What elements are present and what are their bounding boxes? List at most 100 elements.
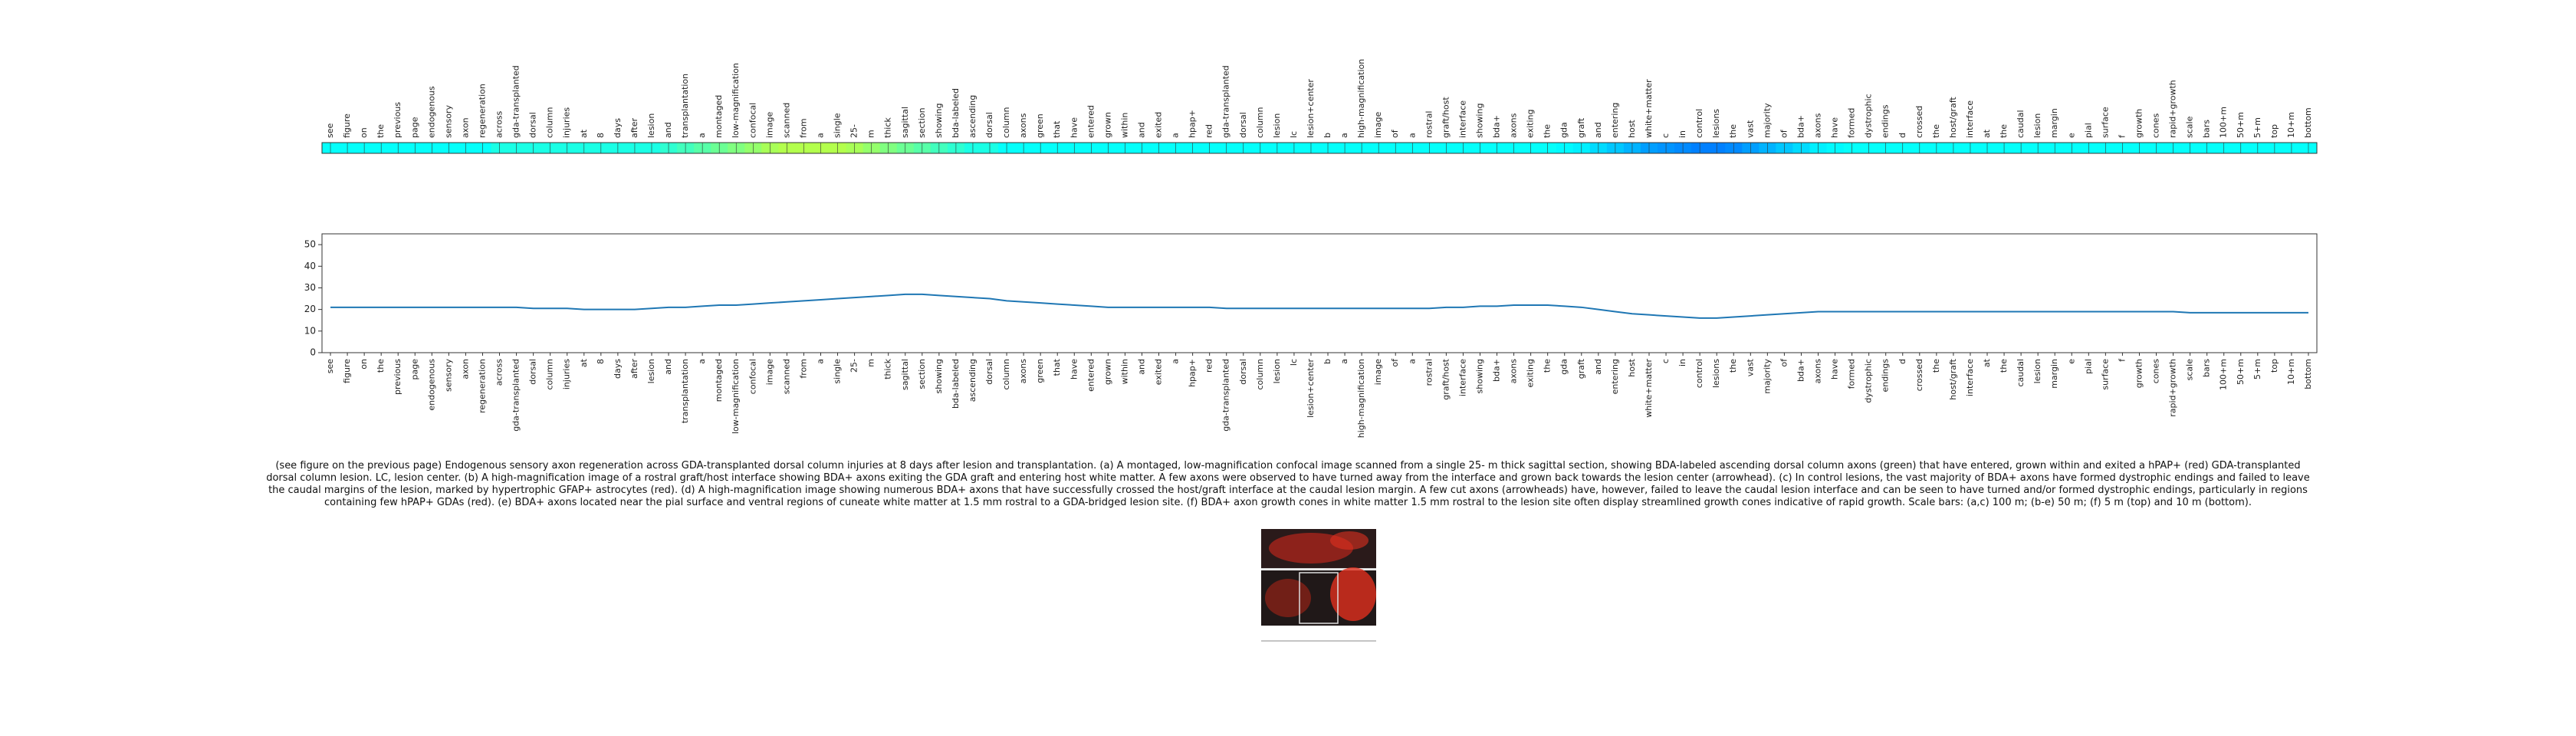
x-tick-label: image (1373, 359, 1383, 385)
x-tick-label: bars (2202, 359, 2212, 377)
x-tick-label: host/graft (1948, 358, 1958, 399)
figure-image (1261, 529, 1376, 642)
image-inset (1299, 572, 1339, 624)
x-tick-label: regeneration (477, 359, 487, 413)
token-label: high-magnification (1356, 59, 1366, 138)
x-tick-label: and (1136, 359, 1146, 375)
token-label: a (816, 133, 826, 138)
x-tick-label: sensory (443, 359, 453, 392)
token-label: 50+m (2236, 112, 2246, 138)
token-label: lesion (646, 113, 656, 138)
token-label: regeneration (477, 84, 487, 138)
token-label: control (1694, 109, 1704, 138)
x-tick-label: a (816, 359, 826, 364)
token-label: have (1830, 117, 1840, 138)
token-label: bda+ (1492, 115, 1502, 138)
x-tick-label: lc (1289, 359, 1299, 366)
x-tick-label: dorsal (1238, 359, 1248, 385)
token-label: after (629, 117, 639, 138)
x-tick-label: host (1627, 358, 1637, 376)
token-label: vast (1745, 120, 1755, 138)
x-tick-label: growth (2134, 359, 2144, 388)
x-tick-label: white+matter (1644, 359, 1654, 418)
x-tick-label: e (2066, 359, 2076, 364)
x-tick-label: and (1593, 359, 1603, 375)
token-label: bars (2202, 120, 2212, 138)
x-tick-label: a (1171, 359, 1181, 364)
x-tick-label: have (1069, 359, 1079, 380)
y-tick-label: 10 (304, 325, 316, 336)
x-tick-label: across (495, 359, 504, 386)
x-tick-label: bottom (2303, 359, 2313, 389)
x-tick-label: lesion+center (1306, 359, 1316, 418)
x-tick-label: dorsal (984, 359, 994, 385)
token-label: days (613, 118, 623, 138)
x-tick-label: low-magnification (731, 359, 741, 434)
x-tick-label: the (1999, 359, 2009, 373)
token-label: gda-transplanted (511, 65, 521, 138)
token-label: green (1035, 113, 1045, 138)
token-label: see (325, 123, 335, 138)
token-label: hpap+ (1188, 110, 1198, 138)
token-label: graft (1576, 117, 1586, 138)
x-tick-label: 5+m (2252, 359, 2262, 380)
token-label: 5+m (2252, 117, 2262, 138)
token-label: section (917, 107, 927, 138)
token-label: surface (2100, 107, 2110, 138)
x-tick-label: injuries (562, 359, 572, 389)
token-label: graft/host (1441, 97, 1451, 138)
x-tick-label: of (1390, 358, 1400, 367)
x-tick-label: axon (460, 359, 470, 380)
x-tick-label: green (1035, 359, 1045, 383)
token-label: dorsal (1238, 112, 1248, 138)
token-label: previous (393, 102, 402, 138)
token-label: within (1119, 113, 1129, 138)
x-tick-label: majority (1762, 359, 1772, 394)
token-label: dystrophic (1864, 94, 1874, 138)
token-label: majority (1762, 103, 1772, 138)
x-tick-label: red (1204, 359, 1214, 373)
x-tick-label: c (1661, 359, 1671, 363)
x-tick-label: that (1052, 358, 1062, 376)
token-label: the (1543, 124, 1552, 138)
token-label: and (663, 122, 673, 138)
x-tick-label: at (579, 358, 589, 367)
token-label: that (1052, 120, 1062, 138)
x-tick-label: exiting (1526, 359, 1536, 387)
x-tick-label: axons (1018, 359, 1028, 384)
x-tick-label: f (2117, 358, 2127, 362)
x-tick-label: in (1677, 359, 1687, 366)
x-tick-label: b (1322, 359, 1332, 364)
x-tick-label: column (1001, 359, 1011, 390)
x-tick-label: rapid+growth (2168, 359, 2178, 417)
token-label: lesion (1272, 113, 1282, 138)
token-label: confocal (748, 103, 757, 138)
token-label: growth (2134, 109, 2144, 138)
x-tick-label: confocal (748, 359, 757, 394)
token-label: e (2066, 133, 2076, 138)
x-tick-label: gda (1559, 359, 1569, 375)
x-tick-label: surface (2100, 359, 2110, 390)
y-tick-label: 40 (304, 261, 316, 271)
token-label: axon (460, 117, 470, 138)
x-tick-label: axons (1509, 359, 1519, 384)
token-label: injuries (562, 107, 572, 138)
x-tick-label: the (1931, 359, 1941, 373)
x-tick-label: interface (1965, 359, 1975, 396)
x-tick-label: margin (2049, 359, 2059, 389)
token-label: from (798, 118, 808, 138)
x-tick-label: 25- (849, 359, 859, 373)
x-tick-label: a (1407, 359, 1417, 364)
x-tick-label: from (798, 359, 808, 379)
token-label: ascending (968, 95, 978, 138)
x-tick-label: have (1830, 359, 1840, 380)
token-label: a (1407, 133, 1417, 138)
token-label: a (1339, 133, 1349, 138)
token-label: host/graft (1948, 97, 1958, 138)
x-tick-label: showing (934, 359, 944, 393)
token-label: have (1069, 117, 1079, 138)
x-tick-label: and (663, 359, 673, 375)
token-label: a (697, 133, 707, 138)
token-label: f (2117, 134, 2127, 138)
x-tick-label: interface (1457, 359, 1467, 396)
